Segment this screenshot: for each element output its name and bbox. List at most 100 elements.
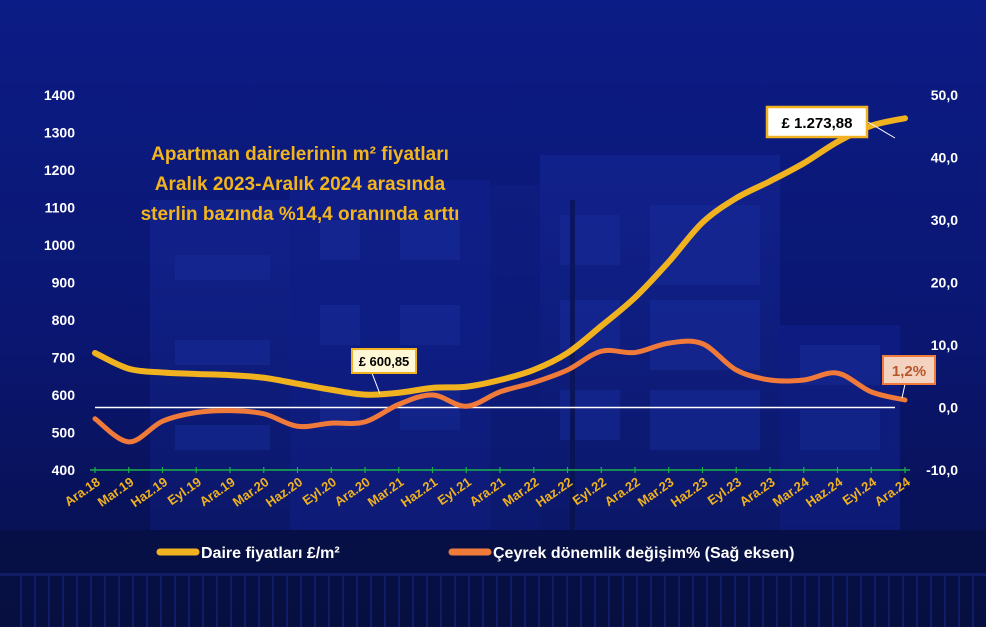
callout-first-price-label: £ 600,85 (359, 354, 410, 369)
fence-post (342, 575, 344, 627)
series-layer (92, 115, 908, 445)
callout-last-price: £ 1.273,88 (765, 105, 896, 139)
fence-post (580, 575, 582, 627)
fence-post (216, 575, 218, 627)
callout-first-price: £ 600,85 (351, 348, 417, 395)
fence-post (706, 575, 708, 627)
callout-change-last-label: 1,2% (892, 363, 926, 380)
fence-post (356, 575, 358, 627)
fence-post (804, 575, 806, 627)
right-y-tick-label: 30,0 (931, 212, 958, 228)
fence-post (818, 575, 820, 627)
fence-post (552, 575, 554, 627)
fence-post (48, 575, 50, 627)
left-y-tick-label: 600 (52, 387, 76, 403)
fence-post (300, 575, 302, 627)
fence-post (916, 575, 918, 627)
right-y-tick-label: 10,0 (931, 337, 958, 353)
callout-change-last: 1,2% (882, 355, 936, 399)
fence-post (972, 575, 974, 627)
fence-post (370, 575, 372, 627)
fence-post (482, 575, 484, 627)
left-y-tick-label: 800 (52, 312, 76, 328)
fence-post (104, 575, 106, 627)
fence-post (608, 575, 610, 627)
fence-post (874, 575, 876, 627)
fence-post (678, 575, 680, 627)
fence-post (258, 575, 260, 627)
fence-post (930, 575, 932, 627)
fence-post (90, 575, 92, 627)
fence-post (468, 575, 470, 627)
fence-post (790, 575, 792, 627)
left-y-tick-label: 400 (52, 462, 76, 478)
left-y-tick-label: 1200 (44, 162, 75, 178)
right-y-tick-label: 40,0 (931, 150, 958, 166)
left-y-tick-label: 1400 (44, 87, 75, 103)
fence-post (888, 575, 890, 627)
fence-post (426, 575, 428, 627)
fence-post (944, 575, 946, 627)
right-y-tick-label: -10,0 (926, 462, 958, 478)
fence-post (776, 575, 778, 627)
fence-post (650, 575, 652, 627)
fence-post (230, 575, 232, 627)
left-y-axis: 400 500 600 700 800 900 1000 1100 1200 1300 1400 (44, 87, 75, 478)
left-y-tick-label: 500 (52, 425, 76, 441)
fence-post (244, 575, 246, 627)
fence-post (384, 575, 386, 627)
fence-post (566, 575, 568, 627)
fence-post (62, 575, 64, 627)
fence-rail (0, 573, 986, 576)
fence-post (132, 575, 134, 627)
fence-post (412, 575, 414, 627)
fence-post (846, 575, 848, 627)
fence-post (902, 575, 904, 627)
left-y-tick-label: 900 (52, 275, 76, 291)
right-y-tick-label: 20,0 (931, 275, 958, 291)
right-y-tick-label: 50,0 (931, 87, 958, 103)
headline-line-3: sterlin bazında %14,4 oranında arttı (141, 204, 460, 225)
fence-post (748, 575, 750, 627)
fence-post (314, 575, 316, 627)
fence-post (272, 575, 274, 627)
legend-label-price: Daire fiyatları £/m² (201, 545, 340, 562)
fence-post (664, 575, 666, 627)
fence-post (524, 575, 526, 627)
fence-post (860, 575, 862, 627)
fence-post (510, 575, 512, 627)
fence-post (146, 575, 148, 627)
fence-post (832, 575, 834, 627)
fence-post (734, 575, 736, 627)
right-y-tick-label: 0,0 (939, 400, 959, 416)
legend: Daire fiyatları £/m² Çeyrek dönemlik değ… (156, 545, 794, 562)
fence-post (762, 575, 764, 627)
fence-post (958, 575, 960, 627)
fence-post (398, 575, 400, 627)
fence-post (286, 575, 288, 627)
fence-post (160, 575, 162, 627)
fence-post (440, 575, 442, 627)
callout-last-price-label: £ 1.273,88 (782, 115, 853, 132)
fence-post (328, 575, 330, 627)
fence-post (636, 575, 638, 627)
fence-post (454, 575, 456, 627)
left-y-tick-label: 1000 (44, 237, 75, 253)
fence-post (538, 575, 540, 627)
fence-post (76, 575, 78, 627)
headline-line-1: Apartman dairelerinin m² fiyatları (151, 144, 449, 165)
fence-post (720, 575, 722, 627)
right-y-axis: -10,0 0,0 10,0 20,0 30,0 40,0 50,0 (926, 87, 958, 478)
left-y-tick-label: 1300 (44, 125, 75, 141)
fence-post (692, 575, 694, 627)
fence-post (202, 575, 204, 627)
fence-post (188, 575, 190, 627)
fence-post (622, 575, 624, 627)
headline: Apartman dairelerinin m² fiyatları Aralı… (141, 144, 460, 225)
fence-illustration (0, 573, 986, 627)
fence-post (118, 575, 120, 627)
left-y-tick-label: 1100 (45, 200, 76, 216)
fence-post (34, 575, 36, 627)
